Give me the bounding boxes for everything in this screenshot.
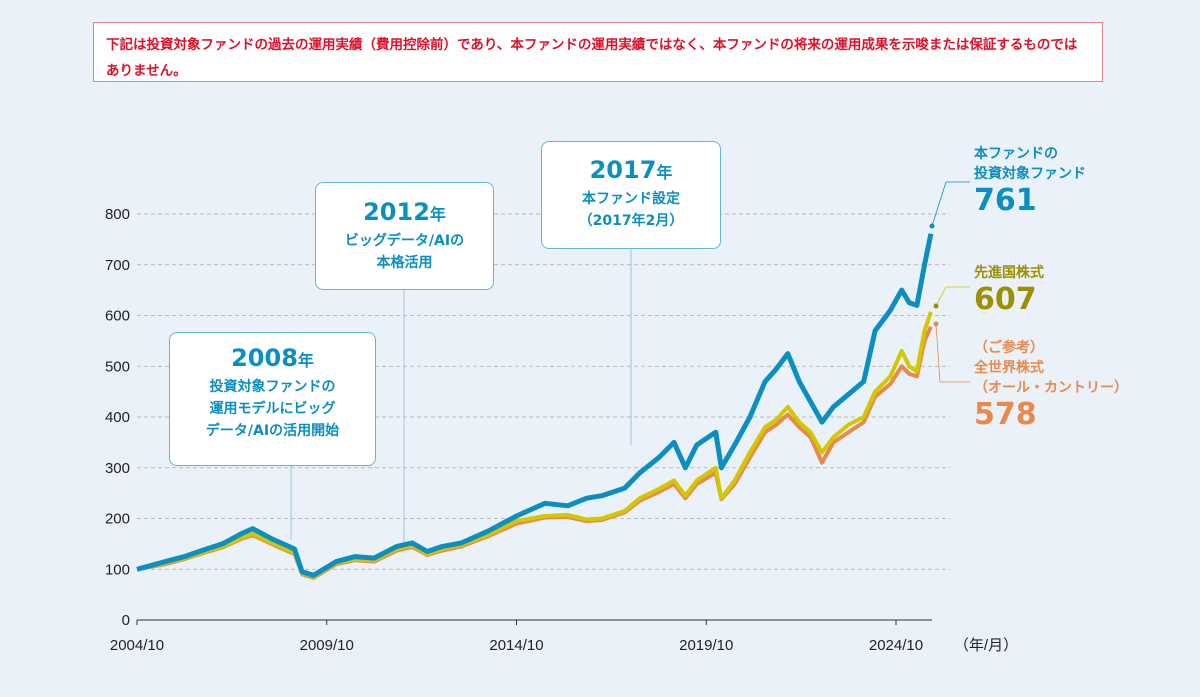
callout-year-suffix: 年 bbox=[429, 205, 446, 224]
legend-world-line: 全世界株式 bbox=[974, 360, 1044, 376]
callout-text: 本格活用 bbox=[376, 255, 433, 271]
y-tick-label: 300 bbox=[105, 460, 130, 477]
legend-world-line: （オール・カントリー） bbox=[974, 380, 1128, 396]
legend-world-value: 578 bbox=[974, 397, 1037, 432]
y-tick-label: 0 bbox=[122, 612, 130, 629]
legend-fund-line: 投資対象ファンド bbox=[974, 166, 1086, 182]
callout-text: 投資対象ファンドの bbox=[209, 379, 336, 395]
legend-developed: 先進国株式 607 bbox=[974, 263, 1044, 317]
legend-leader-line bbox=[935, 286, 970, 307]
y-tick-label: 800 bbox=[105, 206, 130, 223]
callout-year-suffix: 年 bbox=[297, 351, 314, 370]
y-tick-label: 600 bbox=[105, 308, 130, 325]
y-tick-label: 500 bbox=[105, 358, 130, 375]
callout-year: 2012 bbox=[363, 198, 430, 226]
legend-fund-line: 本ファンドの bbox=[974, 146, 1058, 162]
x-axis-label: （年/月） bbox=[954, 637, 1018, 654]
x-tick-label: 2014/10 bbox=[489, 637, 543, 654]
y-tick-label: 200 bbox=[105, 511, 130, 528]
x-tick-label: 2009/10 bbox=[300, 637, 354, 654]
x-tick-label: 2019/10 bbox=[679, 637, 733, 654]
y-tick-label: 100 bbox=[105, 561, 130, 578]
series-line-developed bbox=[136, 311, 933, 579]
callout-2017: 2017年 本ファンド設定 （2017年2月） bbox=[541, 141, 721, 249]
legend-world-line: （ご参考） bbox=[974, 340, 1044, 356]
callout-2012: 2012年 ビッグデータ/AIの 本格活用 bbox=[315, 182, 494, 290]
legend-leader-line bbox=[935, 323, 970, 383]
series-end-dot bbox=[933, 303, 939, 309]
disclaimer-notice: 下記は投資対象ファンドの過去の運用実績（費用控除前）であり、本ファンドの運用実績… bbox=[93, 22, 1103, 82]
legend-fund-value: 761 bbox=[974, 183, 1037, 218]
callout-text: データ/AIの活用開始 bbox=[205, 423, 340, 439]
series-end-dot bbox=[933, 321, 939, 327]
callout-year-suffix: 年 bbox=[656, 163, 673, 182]
y-tick-label: 700 bbox=[105, 257, 130, 274]
x-tick-label: 2024/10 bbox=[869, 637, 923, 654]
series-end-dot bbox=[929, 223, 935, 229]
legend-developed-line: 先進国株式 bbox=[974, 265, 1044, 281]
y-tick-label: 400 bbox=[105, 409, 130, 426]
legend-leader-line bbox=[931, 181, 970, 227]
callout-text: 本ファンド設定 bbox=[582, 191, 680, 207]
callout-text: ビッグデータ/AIの bbox=[344, 233, 465, 249]
callout-year: 2017 bbox=[589, 156, 657, 184]
callout-2008: 2008年 投資対象ファンドの 運用モデルにビッグ データ/AIの活用開始 bbox=[169, 332, 376, 466]
callout-text: （2017年2月） bbox=[578, 213, 684, 229]
callout-text: 運用モデルにビッグ bbox=[209, 401, 336, 417]
series-line-fund bbox=[136, 233, 934, 578]
x-tick-label: 2004/10 bbox=[110, 637, 164, 654]
legend-world: （ご参考） 全世界株式 （オール・カントリー） 578 bbox=[974, 338, 1128, 432]
legend-developed-value: 607 bbox=[974, 282, 1037, 317]
legend-fund: 本ファンドの 投資対象ファンド 761 bbox=[974, 144, 1086, 218]
callout-year: 2008 bbox=[231, 344, 298, 372]
